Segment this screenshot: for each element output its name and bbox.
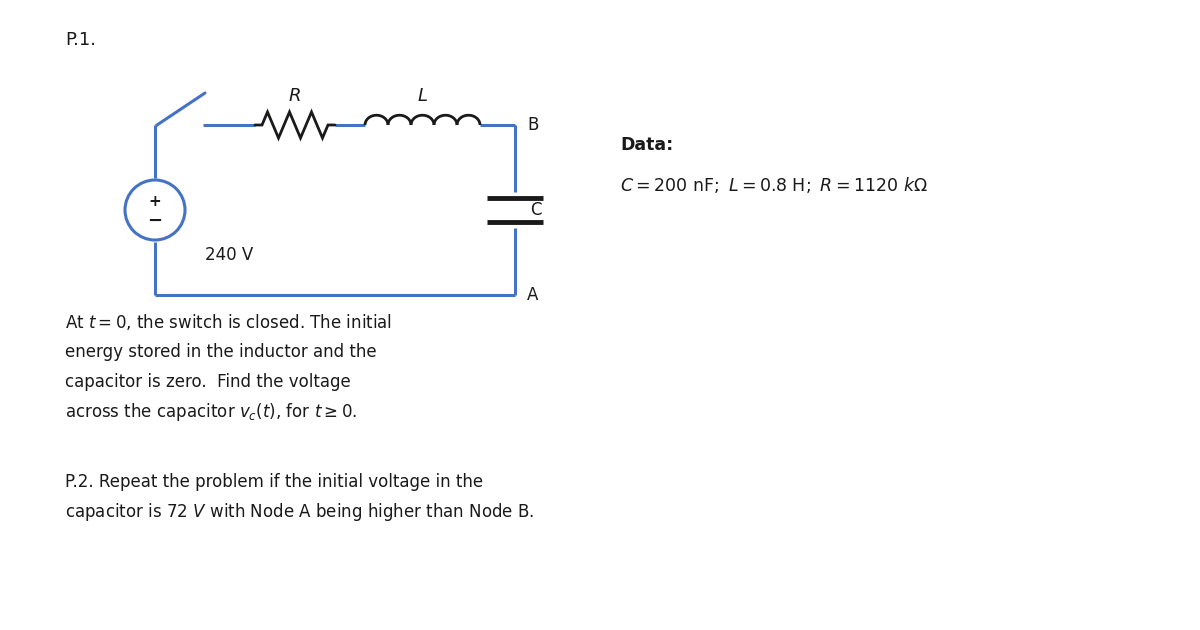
Text: capacitor is zero.  Find the voltage: capacitor is zero. Find the voltage <box>65 373 350 391</box>
Text: B: B <box>527 116 539 134</box>
Text: A: A <box>527 286 539 304</box>
Text: P.2. Repeat the problem if the initial voltage in the: P.2. Repeat the problem if the initial v… <box>65 473 484 491</box>
Text: energy stored in the inductor and the: energy stored in the inductor and the <box>65 343 377 361</box>
Text: C: C <box>530 201 541 219</box>
Text: Data:: Data: <box>620 136 673 154</box>
Text: At $t = 0$, the switch is closed. The initial: At $t = 0$, the switch is closed. The in… <box>65 312 392 332</box>
Text: P.1.: P.1. <box>65 31 96 49</box>
Text: across the capacitor $v_c(t)$, for $t \geq 0$.: across the capacitor $v_c(t)$, for $t \g… <box>65 401 358 423</box>
Text: $C = 200\ \mathrm{nF};\ L = 0.8\ \mathrm{H};\ R = 1120\ k\Omega$: $C = 200\ \mathrm{nF};\ L = 0.8\ \mathrm… <box>620 175 928 195</box>
Text: L: L <box>418 87 427 105</box>
Text: R: R <box>289 87 301 105</box>
Text: −: − <box>148 212 162 230</box>
Text: capacitor is $72\ V$ with Node A being higher than Node B.: capacitor is $72\ V$ with Node A being h… <box>65 501 534 523</box>
Text: 240 V: 240 V <box>205 246 253 264</box>
Text: +: + <box>149 193 161 209</box>
